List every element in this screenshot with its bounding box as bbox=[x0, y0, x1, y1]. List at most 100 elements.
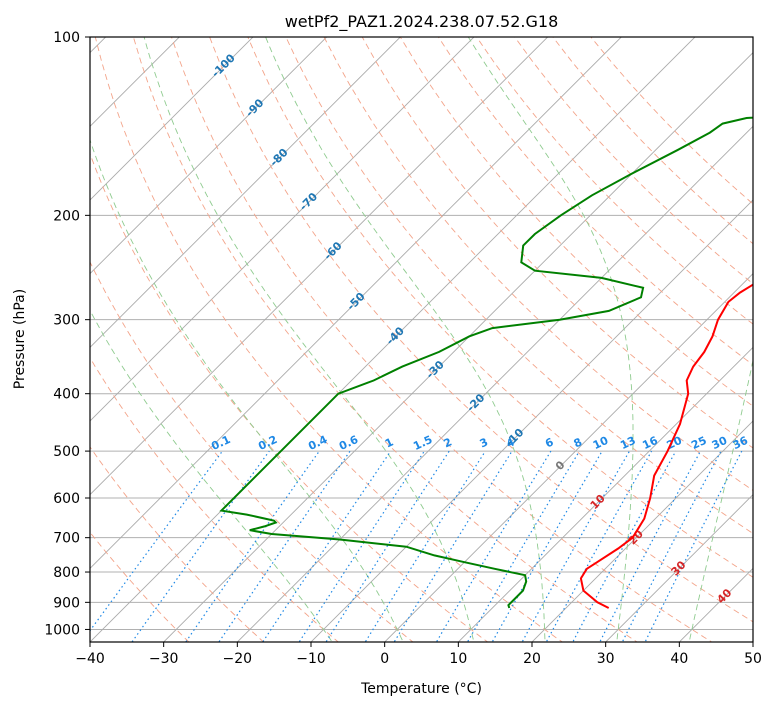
mixing-ratio-label: 2 bbox=[442, 435, 454, 450]
dry-adiabat bbox=[476, 37, 753, 325]
isotherm-line bbox=[531, 420, 753, 642]
mixing-ratio-label: 25 bbox=[689, 434, 708, 452]
mixing-ratio-line bbox=[364, 450, 486, 642]
x-tick-label: −30 bbox=[149, 651, 179, 667]
mixing-ratio-label: 0.4 bbox=[306, 433, 329, 453]
mixing-ratio-line bbox=[545, 450, 653, 642]
dry-adiabat bbox=[209, 37, 753, 623]
isotherm-line bbox=[163, 52, 753, 642]
x-tick-label: 30 bbox=[597, 651, 615, 667]
mixing-ratio-line bbox=[599, 450, 702, 642]
dry-adiabat bbox=[90, 261, 414, 642]
mixing-ratio-line bbox=[131, 450, 270, 642]
mixing-ratio-line bbox=[572, 450, 677, 642]
isotherm-line bbox=[90, 37, 180, 127]
isotherm-label: 30 bbox=[669, 558, 689, 578]
temperature-profile-line bbox=[579, 283, 753, 609]
y-tick-label: 700 bbox=[53, 531, 80, 547]
mixing-ratio-label: 0.6 bbox=[337, 433, 360, 453]
isotherm-line bbox=[90, 37, 401, 348]
y-tick-label: 100 bbox=[53, 30, 80, 46]
moist-adiabat bbox=[143, 37, 475, 642]
x-tick-label: −20 bbox=[223, 651, 253, 667]
isotherm-label: 10 bbox=[588, 492, 608, 512]
plot-frame bbox=[89, 36, 754, 643]
isotherm-line bbox=[236, 125, 753, 642]
y-tick-label: 800 bbox=[53, 565, 80, 581]
mixing-ratio-label: 0.1 bbox=[209, 433, 232, 453]
isotherm-line bbox=[678, 567, 753, 642]
isotherm-line bbox=[90, 37, 475, 422]
isotherm-label: -30 bbox=[424, 358, 447, 381]
isotherm-line bbox=[310, 199, 753, 642]
isotherm-line bbox=[0, 10, 59, 654]
dry-adiabat bbox=[90, 152, 489, 642]
mixing-ratio-line bbox=[621, 450, 722, 642]
isotherm-line bbox=[90, 37, 696, 642]
dry-adiabat bbox=[90, 356, 339, 642]
x-tick-label: 10 bbox=[449, 651, 467, 667]
isotherm-label: -60 bbox=[321, 239, 344, 262]
y-tick-label: 500 bbox=[53, 444, 80, 460]
isotherm-label: -90 bbox=[243, 96, 266, 119]
isotherm-label: -100 bbox=[209, 51, 238, 80]
isotherm-line bbox=[605, 494, 753, 642]
moist-adiabat bbox=[467, 37, 634, 642]
isotherm-line bbox=[457, 346, 753, 642]
mixing-ratio-label: 3 bbox=[478, 435, 490, 450]
dry-adiabat bbox=[132, 37, 638, 642]
x-tick-label: 20 bbox=[523, 651, 541, 667]
y-tick-label: 600 bbox=[53, 491, 80, 507]
isotherm-label: 40 bbox=[714, 586, 734, 606]
mixing-ratio-line bbox=[466, 450, 580, 642]
mixing-ratio-label: 6 bbox=[543, 435, 556, 450]
y-axis-label: Pressure (hPa) bbox=[12, 289, 28, 389]
isotherm-label: -20 bbox=[464, 391, 487, 414]
mixing-ratio-line bbox=[325, 450, 450, 642]
y-tick-label: 400 bbox=[53, 387, 80, 403]
mixing-ratio-label: 10 bbox=[591, 434, 611, 452]
y-tick-label: 200 bbox=[53, 208, 80, 224]
mixing-ratio-label: 13 bbox=[618, 434, 637, 452]
mixing-ratio-label: 1 bbox=[383, 435, 395, 450]
dry-adiabat bbox=[94, 37, 564, 642]
mixing-ratio-line bbox=[298, 450, 425, 642]
x-tick-label: 40 bbox=[670, 651, 688, 667]
x-axis: −40 −30 −20 −10 0 10 20 30 40 50 bbox=[75, 642, 762, 667]
dry-adiabat bbox=[90, 446, 265, 642]
mixing-ratio-line bbox=[435, 450, 552, 642]
isotherm-label: -70 bbox=[297, 190, 320, 213]
mixing-ratio-label: 1.5 bbox=[411, 433, 434, 453]
mixing-ratio-label: 0.2 bbox=[256, 433, 279, 453]
x-axis-label: Temperature (°C) bbox=[360, 681, 482, 697]
y-tick-label: 1000 bbox=[44, 622, 80, 638]
x-tick-label: −40 bbox=[75, 651, 105, 667]
mixing-ratio-label: 30 bbox=[710, 434, 730, 452]
mixing-ratio-line bbox=[491, 450, 603, 642]
mixing-ratio-line bbox=[90, 450, 223, 632]
dewpoint-profile-line bbox=[219, 116, 753, 609]
x-tick-label: −10 bbox=[296, 651, 326, 667]
mixing-ratio-line bbox=[218, 450, 351, 642]
isotherm-line bbox=[90, 37, 328, 275]
y-tick-label: 300 bbox=[53, 313, 80, 329]
isotherm-line bbox=[90, 37, 622, 569]
dry-adiabat bbox=[285, 37, 753, 535]
moist-adiabat bbox=[90, 138, 404, 642]
dry-adiabat bbox=[438, 37, 753, 366]
isotherm-line bbox=[90, 37, 549, 496]
dry-adiabat bbox=[247, 37, 753, 578]
mixing-ratio-label: 16 bbox=[640, 434, 660, 452]
moist-adiabat bbox=[265, 37, 546, 642]
moist-adiabat bbox=[688, 358, 753, 642]
isotherm-label: -50 bbox=[344, 290, 367, 313]
x-tick-label: 50 bbox=[744, 651, 762, 667]
dry-adiabat bbox=[514, 37, 753, 285]
mixing-ratio-label: 8 bbox=[572, 435, 584, 450]
chart-title: wetPf2_PAZ1.2024.238.07.52.G18 bbox=[285, 12, 559, 32]
y-axis: 1000 900 800 700 600 500 400 300 200 100 bbox=[44, 30, 90, 638]
y-tick-label: 900 bbox=[53, 595, 80, 611]
isotherm-label: 0 bbox=[553, 458, 568, 473]
x-tick-label: 0 bbox=[380, 651, 389, 667]
